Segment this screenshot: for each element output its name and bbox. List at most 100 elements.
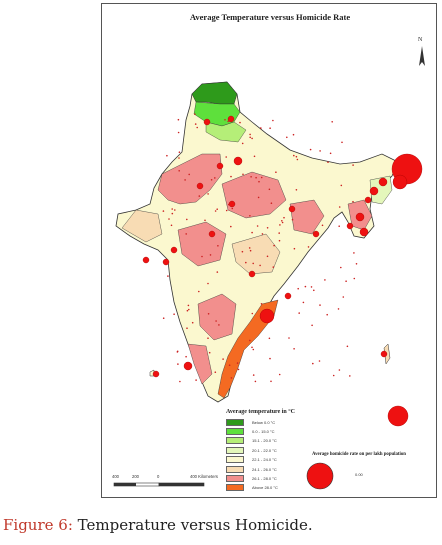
bubble-legend-circle-icon — [306, 462, 334, 490]
north-arrow-icon — [419, 46, 425, 66]
district-dot — [207, 337, 209, 340]
district-dot — [249, 249, 252, 252]
district-dot — [353, 252, 355, 254]
homicide-bubble — [196, 182, 204, 190]
district-dot — [228, 364, 231, 367]
district-dot — [272, 266, 275, 268]
district-dot — [242, 173, 244, 176]
district-dot — [168, 218, 170, 220]
district-dot — [266, 227, 269, 229]
scale-bar — [113, 482, 205, 487]
homicide-bubble — [346, 222, 354, 230]
legend-row: Above 28.0 °C — [226, 484, 278, 492]
district-dot — [270, 202, 273, 204]
legend-row: 26.1 - 28.0 °C — [226, 474, 277, 482]
homicide-bubble — [387, 405, 409, 427]
district-dot — [214, 177, 216, 179]
district-dot — [260, 176, 263, 179]
district-dot — [251, 231, 253, 234]
district-dot — [196, 126, 198, 129]
district-dot — [260, 127, 262, 129]
district-dot — [177, 363, 179, 365]
district-dot — [293, 348, 295, 350]
district-dot — [270, 380, 272, 383]
homicide-bubble — [288, 205, 296, 213]
legend-label: 24.1 - 26.0 °C — [252, 466, 277, 472]
district-dot — [239, 121, 241, 124]
district-dot — [319, 304, 321, 306]
district-dot — [201, 255, 203, 258]
district-dot — [207, 193, 209, 195]
homicide-bubble — [364, 196, 372, 204]
legend-label: Above 28.0 °C — [252, 485, 278, 491]
district-dot — [252, 262, 254, 265]
district-dot — [311, 324, 313, 327]
district-dot — [269, 357, 271, 360]
district-dot — [204, 219, 206, 222]
district-dot — [293, 154, 295, 157]
homicide-bubble — [369, 186, 379, 196]
district-dot — [216, 271, 219, 273]
district-dot — [194, 113, 196, 115]
district-dot — [215, 320, 217, 322]
district-dot — [292, 133, 295, 136]
scale-tick: 0 — [157, 474, 160, 479]
district-dot — [352, 200, 354, 203]
district-dot — [227, 120, 229, 123]
legend-swatch — [226, 446, 244, 454]
district-dot — [332, 374, 335, 377]
district-dot — [259, 264, 261, 267]
district-dot — [338, 206, 341, 208]
homicide-bubble — [162, 258, 170, 266]
legend-swatch — [226, 474, 244, 482]
district-dot — [207, 313, 210, 315]
district-dot — [288, 337, 290, 339]
district-dot — [254, 380, 257, 383]
district-dot — [309, 148, 312, 151]
homicide-bubble — [233, 156, 243, 166]
district-dot — [249, 215, 251, 217]
legend-title: Average temperature in °C — [226, 409, 295, 415]
legend-label: 20.1 - 22.0 °C — [252, 447, 277, 453]
homicide-bubble — [392, 174, 408, 190]
homicide-bubble — [355, 212, 365, 222]
district-dot — [191, 321, 194, 324]
homicide-bubble — [227, 115, 235, 123]
district-dot — [186, 218, 188, 221]
bubble-legend-value: 0.00 — [355, 472, 363, 477]
district-dot — [318, 360, 321, 362]
district-dot — [340, 184, 343, 187]
district-dot — [275, 171, 277, 173]
legend-swatch — [226, 484, 244, 492]
district-dot — [194, 123, 197, 125]
legend-label: 22.1 - 24.0 °C — [252, 457, 277, 463]
district-dot — [337, 308, 340, 310]
district-dot — [222, 358, 224, 360]
district-dot — [214, 371, 217, 374]
scale-tick: 400 — [112, 474, 119, 479]
caption-text: Temperature versus Homicide. — [72, 516, 313, 534]
district-dot — [266, 255, 269, 258]
district-dot — [208, 351, 211, 354]
homicide-bubble — [183, 361, 193, 371]
district-dot — [225, 209, 228, 212]
district-dot — [331, 121, 333, 123]
legend-row: 24.1 - 26.0 °C — [226, 465, 277, 473]
india-map — [115, 81, 423, 427]
district-dot — [230, 377, 233, 379]
district-dot — [324, 279, 326, 281]
district-dot — [260, 303, 263, 305]
district-dot — [176, 351, 179, 353]
district-dot — [174, 209, 176, 211]
homicide-bubble — [284, 292, 292, 300]
homicide-bubble — [228, 200, 236, 208]
district-dot — [326, 313, 328, 316]
district-dot — [298, 312, 300, 314]
district-dot — [171, 208, 173, 210]
district-dot — [250, 176, 252, 178]
homicide-bubble — [248, 270, 256, 278]
district-dot — [184, 179, 186, 181]
homicide-bubble — [208, 230, 216, 238]
district-dot — [256, 225, 259, 227]
district-dot — [241, 142, 244, 145]
